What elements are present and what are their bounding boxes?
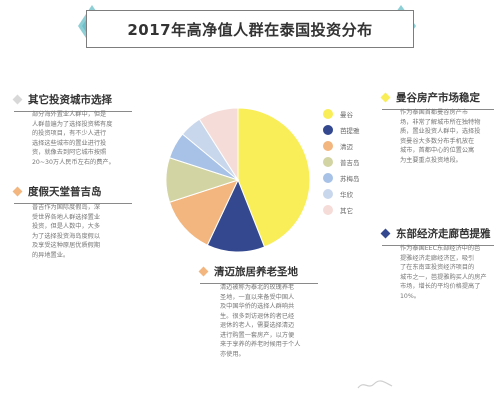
legend-item: 清迈 xyxy=(323,138,383,154)
legend-label: 芭提雅 xyxy=(340,127,360,135)
legend-swatch xyxy=(323,173,333,183)
pie-slice-0 xyxy=(237,107,311,248)
phuket-text: 普吉作为国际度假岛，深 受世界各地人群选择置业 投资，但是人数中，大多 为了选择… xyxy=(32,204,101,259)
diamond-marker-icon xyxy=(12,186,23,197)
pie-chart xyxy=(165,107,311,253)
chart-legend: 曼谷芭提雅清迈普吉岛苏梅岛华欣其它 xyxy=(323,106,383,218)
eec-text: 作为泰国EEC东部经济中的芭 提雅经济走廊经济区，吸引 了在东南亚投资经济项目的… xyxy=(400,245,487,300)
bangkok-text: 作为泰国首都曼谷房产市 场，非常了解城市所在独特物 质，置业投资人群中，选择投 … xyxy=(400,109,481,164)
legend-item: 曼谷 xyxy=(323,106,383,122)
heading-rule xyxy=(382,109,494,110)
legend-swatch xyxy=(323,189,333,199)
eec-heading-text: 东部经济走廊芭提雅 xyxy=(396,228,491,240)
diamond-marker-icon xyxy=(198,266,209,277)
legend-item: 华欣 xyxy=(323,186,383,202)
eec-heading: 东部经济走廊芭提雅 xyxy=(380,226,494,246)
chart-title-box: 2017年高净值人群在泰国投资分布 xyxy=(86,10,414,48)
pie-slice-1 xyxy=(206,178,266,253)
bangkok-heading-text: 曼谷房产市场稳定 xyxy=(396,92,480,104)
legend-label: 苏梅岛 xyxy=(340,175,360,183)
other-cities-heading: 其它投资城市选择 xyxy=(12,92,132,112)
legend-swatch xyxy=(323,125,333,135)
pie-slice-2 xyxy=(168,179,239,246)
chiangmai-text: 清迈被称为泰北的玫瑰养老 圣地，一直以来备受中国人 及中国华侨的选择人群响共 生… xyxy=(220,284,301,358)
legend-label: 华欣 xyxy=(340,191,353,199)
legend-item: 苏梅岛 xyxy=(323,170,383,186)
legend-label: 其它 xyxy=(340,207,353,215)
legend-item: 普吉岛 xyxy=(323,154,383,170)
heading-rule xyxy=(200,283,318,284)
phuket-heading: 度假天堂普吉岛 xyxy=(12,184,132,204)
legend-swatch xyxy=(323,109,333,119)
diamond-marker-icon xyxy=(380,92,391,103)
phuket-heading-text: 度假天堂普吉岛 xyxy=(28,186,102,198)
other-cities-text: 部分海外置业人群中，但是 人群普遍为了选择投资稀有度 的投资项目，有不少人进行 … xyxy=(32,111,115,166)
diamond-marker-icon xyxy=(12,94,23,105)
signature-scribble xyxy=(357,380,393,389)
chiangmai-heading-text: 清迈旅居养老圣地 xyxy=(214,266,298,278)
legend-label: 普吉岛 xyxy=(340,159,360,167)
chiangmai-heading: 清迈旅居养老圣地 xyxy=(198,264,318,284)
heading-rule xyxy=(14,111,132,112)
legend-item: 其它 xyxy=(323,202,383,218)
legend-swatch xyxy=(323,205,333,215)
legend-swatch xyxy=(323,141,333,151)
heading-rule xyxy=(14,203,132,204)
legend-item: 芭提雅 xyxy=(323,122,383,138)
heading-rule xyxy=(382,245,494,246)
chart-title: 2017年高净值人群在泰国投资分布 xyxy=(127,20,373,39)
legend-label: 清迈 xyxy=(340,143,353,151)
bangkok-heading: 曼谷房产市场稳定 xyxy=(380,90,494,110)
legend-label: 曼谷 xyxy=(340,111,353,119)
legend-swatch xyxy=(323,157,333,167)
diamond-marker-icon xyxy=(380,228,391,239)
pie-slice-6 xyxy=(198,107,239,182)
other-cities-heading-text: 其它投资城市选择 xyxy=(28,94,112,106)
